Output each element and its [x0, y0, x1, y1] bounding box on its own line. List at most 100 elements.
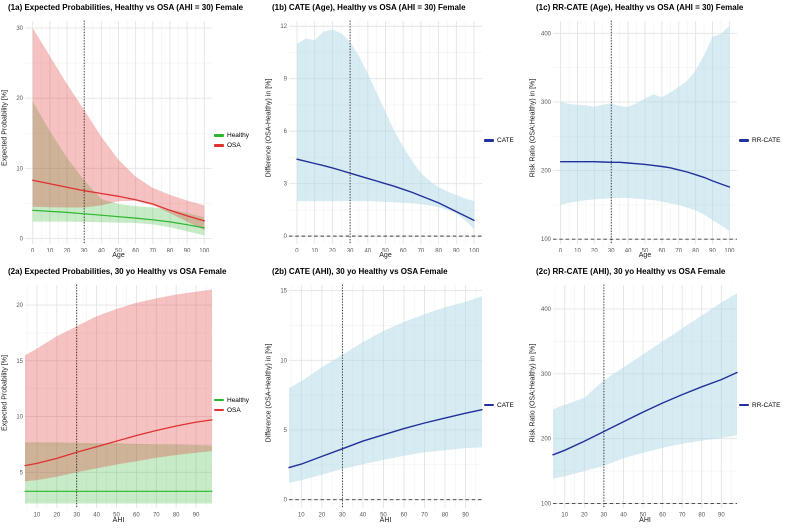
legend-item-healthy: Healthy [214, 132, 264, 139]
legend: CATE [484, 17, 528, 264]
svg-text:90: 90 [462, 513, 469, 518]
osa-line-swatch-icon [214, 408, 224, 412]
svg-text:100: 100 [469, 249, 480, 253]
svg-text:50: 50 [640, 513, 647, 518]
svg-text:70: 70 [679, 513, 686, 518]
y-axis-label: Difference (OSA-Healthy) in [%] [265, 343, 273, 442]
y-axis-label: Expected Probability [%] [1, 90, 9, 167]
legend-item-osa: OSA [214, 142, 264, 149]
x-axis-label: Age [379, 252, 392, 260]
rr-cate-line-swatch-icon [739, 139, 749, 142]
svg-text:0: 0 [20, 236, 24, 242]
cate-line-swatch-icon [484, 403, 494, 407]
svg-text:300: 300 [541, 100, 552, 106]
svg-text:200: 200 [541, 169, 552, 175]
legend-label: Healthy [227, 132, 250, 139]
svg-text:60: 60 [401, 513, 408, 518]
svg-text:50: 50 [382, 249, 389, 253]
svg-text:80: 80 [692, 249, 699, 253]
svg-text:20: 20 [16, 96, 23, 102]
healthy-line-swatch-icon [214, 134, 224, 137]
svg-text:70: 70 [421, 513, 428, 518]
legend: RR-CATE [739, 281, 793, 529]
plot-area: 10 20 30 40 50 60 70 80 90 5 10 15 20 [16, 284, 213, 518]
svg-text:20: 20 [53, 513, 60, 518]
svg-text:400: 400 [541, 31, 552, 37]
legend: RR-CATE [739, 17, 793, 264]
svg-text:60: 60 [659, 513, 666, 518]
svg-text:10: 10 [16, 166, 23, 172]
legend: CATE [484, 281, 528, 529]
svg-text:90: 90 [193, 513, 200, 518]
svg-text:50: 50 [113, 513, 120, 518]
svg-text:70: 70 [675, 249, 682, 253]
svg-text:40: 40 [625, 249, 632, 253]
svg-text:40: 40 [364, 249, 371, 253]
plot-area: 10 20 30 40 50 60 70 80 90 100 200 300 400 [541, 284, 738, 518]
legend-item-rr-cate: RR-CATE [739, 402, 793, 409]
svg-text:15: 15 [280, 289, 287, 295]
svg-text:30: 30 [81, 249, 88, 253]
svg-text:80: 80 [442, 513, 449, 518]
legend-label: Healthy [227, 396, 250, 404]
x-axis-label: Age [112, 252, 125, 260]
plot-area: 10 20 30 40 50 60 70 80 90 0 5 10 15 [280, 284, 483, 518]
legend-item-cate: CATE [484, 402, 528, 409]
legend-item-osa: OSA [214, 407, 264, 414]
svg-text:10: 10 [280, 358, 287, 364]
svg-text:30: 30 [347, 249, 354, 253]
svg-text:10: 10 [16, 415, 23, 421]
panel-title: (1c) RR-CATE (Age), Healthy vs OSA (AHI … [536, 3, 744, 12]
svg-text:10: 10 [298, 513, 305, 518]
cate-line-swatch-icon [484, 139, 494, 142]
svg-text:40: 40 [360, 513, 367, 518]
svg-text:0: 0 [559, 249, 563, 253]
svg-text:90: 90 [709, 249, 716, 253]
svg-text:30: 30 [16, 26, 23, 32]
svg-text:10: 10 [47, 249, 54, 253]
svg-text:90: 90 [184, 249, 191, 253]
legend-label: OSA [227, 406, 241, 414]
plot-area: 0 10 20 30 40 50 60 70 80 90 100 0 3 6 9 12 [280, 20, 482, 253]
svg-text:100: 100 [199, 249, 210, 253]
legend: Healthy OSA [214, 17, 264, 264]
svg-text:50: 50 [642, 249, 649, 253]
x-axis-label: Age [638, 252, 652, 260]
svg-text:30: 30 [73, 513, 80, 518]
legend-item-cate: CATE [484, 137, 528, 144]
legend-label: OSA [227, 142, 241, 149]
svg-text:70: 70 [149, 249, 156, 253]
svg-text:60: 60 [132, 249, 139, 253]
y-axis-label: Risk Ratio (OSA:Healthy) in [%] [529, 78, 537, 178]
svg-text:20: 20 [319, 513, 326, 518]
legend-label: RR-CATE [752, 401, 781, 409]
y-axis-label: Expected Probability [%] [1, 354, 9, 431]
healthy-line-swatch-icon [214, 398, 224, 402]
legend-item-healthy: Healthy [214, 397, 264, 404]
svg-text:9: 9 [284, 77, 288, 83]
panel-2c: (2c) RR-CATE (AHI), 30 yo Healthy vs OSA… [528, 264, 793, 529]
svg-text:100: 100 [541, 237, 552, 243]
svg-text:60: 60 [133, 513, 140, 518]
svg-text:300: 300 [541, 372, 552, 378]
svg-text:15: 15 [16, 359, 23, 365]
svg-text:40: 40 [620, 513, 627, 518]
svg-text:200: 200 [541, 437, 552, 443]
osa-line-swatch-icon [214, 144, 224, 147]
svg-text:50: 50 [380, 513, 387, 518]
panel-1c: (1c) RR-CATE (Age), Healthy vs OSA (AHI … [528, 0, 793, 264]
plot-area: 0 10 20 30 40 50 60 70 80 90 100 100 200 300 400 [541, 20, 737, 253]
svg-text:400: 400 [541, 307, 552, 313]
svg-text:0: 0 [31, 249, 35, 253]
panel-title: (2b) CATE (AHI), 30 yo Healthy vs OSA Fe… [272, 267, 448, 276]
panel-title: (1a) Expected Probabilities, Healthy vs … [8, 3, 244, 12]
x-axis-label: AHI [112, 517, 125, 525]
svg-text:100: 100 [724, 249, 735, 253]
svg-text:0: 0 [284, 498, 288, 504]
legend: Healthy OSA [214, 281, 264, 529]
svg-text:10: 10 [311, 249, 318, 253]
panel-2b: (2b) CATE (AHI), 30 yo Healthy vs OSA Fe… [264, 264, 528, 529]
legend-label: RR-CATE [752, 137, 781, 144]
svg-text:30: 30 [601, 513, 608, 518]
